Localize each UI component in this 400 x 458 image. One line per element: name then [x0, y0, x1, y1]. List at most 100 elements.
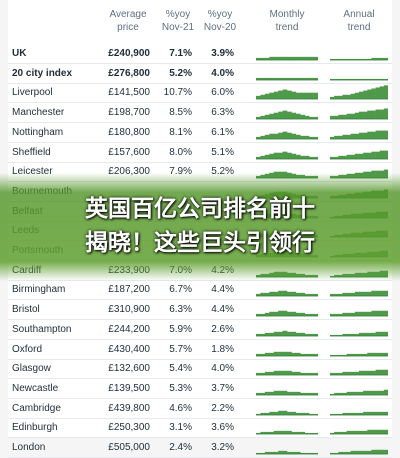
trend-bar: [287, 90, 292, 100]
trend-bar: [375, 369, 381, 376]
trend-bar: [278, 310, 283, 317]
trend-bar: [282, 77, 288, 80]
trend-bar: [304, 313, 310, 317]
trend-bar: [291, 56, 297, 60]
trend-bar: [278, 410, 283, 415]
trend-bar: [304, 93, 310, 100]
trend-bar: [256, 136, 261, 139]
trend-bar: [350, 113, 356, 120]
trend-bar: [334, 96, 339, 100]
trend-bar: [346, 391, 352, 395]
table-row: Oxford £430,400 5.7% 1.8%: [8, 340, 392, 360]
trend-bar: [260, 373, 266, 376]
trend-bar: [295, 391, 301, 395]
trend-bar: [260, 293, 266, 297]
trend-bar: [383, 352, 388, 356]
trend-bar: [330, 115, 335, 120]
trend-bar: [291, 352, 297, 356]
trend-bar: [300, 412, 306, 415]
city-cell: Bristol: [12, 304, 40, 316]
trend-bar: [359, 132, 364, 139]
trend-bar: [346, 95, 352, 100]
trend-bar: [291, 311, 297, 317]
trend-bar: [269, 133, 275, 139]
yoy-nov20-cell: 6.1%: [211, 126, 234, 138]
trend-bar: [359, 412, 364, 415]
trend-bar: [350, 312, 356, 317]
yoy-nov20-cell: 2.6%: [211, 323, 234, 335]
trend-baseline: [256, 138, 318, 140]
trend-bar: [330, 413, 335, 415]
trend-bar: [291, 391, 297, 395]
trend-bar: [260, 95, 266, 100]
trend-bar: [256, 294, 261, 297]
trend-bar: [367, 390, 372, 395]
trend-bar: [342, 392, 347, 395]
trend-baseline: [256, 315, 318, 317]
price-cell: £276,800: [108, 67, 150, 79]
trend-bar: [330, 156, 335, 159]
trend-bar: [363, 431, 368, 435]
trend-bar: [282, 89, 288, 100]
trend-bar: [346, 312, 352, 317]
trend-bar: [367, 352, 372, 356]
trend-bar: [256, 313, 261, 317]
price-cell: £250,300: [108, 422, 150, 434]
trend-bar: [282, 351, 288, 356]
trend-bar: [350, 58, 356, 60]
trend-bar: [256, 433, 261, 435]
trend-bar: [375, 87, 381, 100]
trend-bar: [342, 312, 347, 317]
trend-bar: [300, 293, 306, 297]
trend-bar: [334, 294, 339, 297]
trend-bar: [330, 78, 335, 80]
trend-bar: [346, 431, 352, 435]
price-cell: £439,800: [108, 402, 150, 414]
trend-bar: [350, 133, 356, 139]
trend-bar: [304, 333, 310, 336]
annual-trend-sparkline: [330, 85, 388, 100]
trend-bar: [282, 370, 288, 376]
trend-bar: [300, 373, 306, 376]
trend-bar: [359, 370, 364, 376]
trend-bar: [334, 58, 339, 60]
annual-trend-sparkline: [330, 331, 388, 337]
trend-bar: [264, 391, 270, 395]
trend-bar: [295, 412, 301, 415]
table-row: Birmingham £187,200 6.7% 4.4%: [8, 280, 392, 301]
yoy-nov20-cell: 6.3%: [211, 107, 234, 119]
trend-bar: [375, 78, 381, 80]
trend-bar: [354, 391, 360, 395]
trend-baseline: [256, 98, 318, 100]
trend-bar: [359, 78, 364, 80]
price-cell: £187,200: [108, 284, 150, 296]
trend-bar: [291, 411, 297, 415]
trend-bar: [273, 292, 279, 297]
trend-bar: [278, 331, 283, 336]
trend-bar: [363, 353, 368, 356]
yoy-nov20-cell: 6.0%: [211, 87, 234, 99]
trend-bar: [359, 153, 364, 159]
trend-bar: [313, 156, 318, 159]
header-avg-price: Average price: [109, 9, 147, 33]
price-cell: £157,600: [108, 146, 150, 158]
trend-bar: [375, 310, 381, 317]
trend-bar: [260, 392, 266, 395]
monthly-trend-sparkline: [256, 131, 318, 140]
yoy-nov21-cell: 8.0%: [169, 146, 192, 158]
trend-bar: [309, 353, 314, 356]
trend-bar: [256, 353, 261, 356]
trend-bar: [309, 333, 314, 336]
trend-bar: [304, 115, 310, 120]
trend-baseline: [256, 355, 318, 356]
trend-bar: [264, 372, 270, 376]
trend-bar: [342, 333, 347, 336]
annual-trend-sparkline: [330, 389, 388, 396]
trend-baseline: [256, 118, 318, 120]
trend-bar: [383, 389, 388, 395]
trend-bar: [287, 391, 292, 395]
monthly-trend-sparkline: [256, 77, 318, 81]
trend-bar: [375, 449, 381, 454]
headline-line-2: 揭晓！这些巨头引领行: [85, 230, 315, 256]
trend-bar: [278, 390, 283, 395]
